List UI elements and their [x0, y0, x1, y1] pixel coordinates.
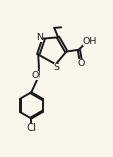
Text: Cl: Cl	[26, 123, 36, 133]
Text: S: S	[53, 63, 59, 72]
Text: OH: OH	[82, 37, 96, 46]
Text: O: O	[32, 71, 39, 80]
Text: O: O	[76, 59, 84, 68]
Text: N: N	[36, 33, 43, 42]
